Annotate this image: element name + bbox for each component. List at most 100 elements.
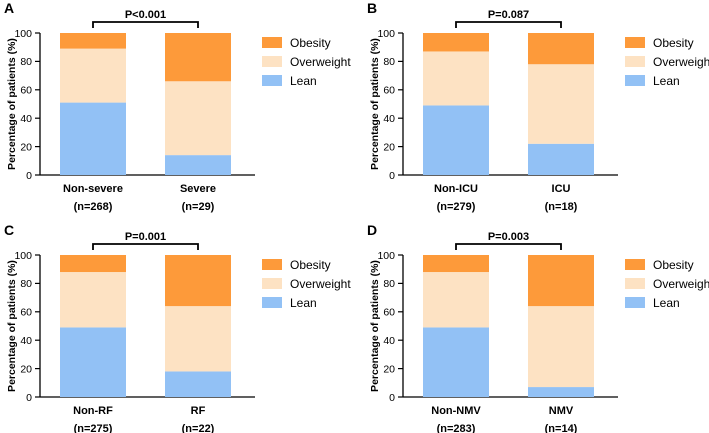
bar-segment-lean xyxy=(423,105,489,175)
y-tick-label: 80 xyxy=(20,278,32,290)
y-axis-label: Percentage of patients (%) xyxy=(6,38,18,170)
bar-segment-overweight xyxy=(423,272,489,328)
x-category-label: RF xyxy=(191,405,206,417)
y-tick-label: 0 xyxy=(389,392,395,404)
sample-size-label: (n=29) xyxy=(182,201,215,213)
legend-label-overweight: Overweight xyxy=(290,277,351,291)
bar-segment-obesity xyxy=(165,33,231,82)
legend-label-lean: Lean xyxy=(290,74,317,88)
legend-swatch-lean xyxy=(625,75,645,86)
bar-segment-overweight xyxy=(165,306,231,372)
significance-bracket xyxy=(455,243,562,250)
y-tick-label: 60 xyxy=(383,307,395,319)
y-tick-label: 80 xyxy=(383,56,395,68)
bar-segment-overweight xyxy=(165,81,231,156)
y-tick-label: 40 xyxy=(383,113,395,125)
y-tick-label: 0 xyxy=(26,170,32,182)
legend-swatch-lean xyxy=(625,297,645,308)
bar-segment-obesity xyxy=(60,255,126,273)
panel-letter: B xyxy=(367,0,377,16)
y-tick-label: 20 xyxy=(383,363,395,375)
panel-b: B Percentage of patients (%) 0 20 40 60 80 100 N… xyxy=(367,0,709,213)
bar-segment-lean xyxy=(423,327,489,397)
significance-bracket xyxy=(92,21,199,28)
sample-size-label: (n=22) xyxy=(182,423,215,433)
x-category-label: Non-severe xyxy=(63,183,123,195)
y-tick-label: 80 xyxy=(383,278,395,290)
panel-letter: C xyxy=(4,222,14,238)
y-tick-label: 100 xyxy=(377,250,395,262)
x-category-label: Non-ICU xyxy=(434,183,478,195)
y-tick-label: 80 xyxy=(20,56,32,68)
y-tick-label: 100 xyxy=(14,28,32,40)
panel-c: C Percentage of patients (%) 0 20 40 60 80 100 N… xyxy=(4,222,351,433)
y-tick-label: 0 xyxy=(389,170,395,182)
bar-segment-overweight xyxy=(60,272,126,328)
bar-segment-lean xyxy=(165,155,231,175)
bar-segment-obesity xyxy=(423,255,489,273)
legend-swatch-overweight xyxy=(262,56,282,67)
legend-label-obesity: Obesity xyxy=(290,258,331,272)
p-value-label: P<0.001 xyxy=(125,9,166,21)
legend-swatch-obesity xyxy=(262,37,282,48)
x-category-label: ICU xyxy=(552,183,571,195)
y-tick-label: 40 xyxy=(20,113,32,125)
bar-segment-obesity xyxy=(165,255,231,307)
bar-segment-obesity xyxy=(528,255,594,307)
sample-size-label: (n=18) xyxy=(545,201,578,213)
legend-label-lean: Lean xyxy=(653,296,680,310)
legend-swatch-overweight xyxy=(625,56,645,67)
y-axis-label: Percentage of patients (%) xyxy=(6,260,18,392)
legend-label-overweight: Overweight xyxy=(653,277,709,291)
sample-size-label: (n=283) xyxy=(437,423,476,433)
bar-segment-overweight xyxy=(423,51,489,106)
p-value-label: P=0.087 xyxy=(488,9,529,21)
panel-letter: A xyxy=(4,0,14,16)
bar-segment-overweight xyxy=(60,48,126,103)
legend-swatch-overweight xyxy=(262,278,282,289)
x-category-label: Non-RF xyxy=(73,405,113,417)
bar-segment-lean xyxy=(165,371,231,397)
y-tick-label: 40 xyxy=(20,335,32,347)
y-tick-label: 20 xyxy=(20,363,32,375)
panel-a: A Percentage of patients (%) 0 20 40 60 80 100 N… xyxy=(4,0,351,213)
significance-bracket xyxy=(92,243,199,250)
sample-size-label: (n=268) xyxy=(74,201,113,213)
significance-bracket xyxy=(455,21,562,28)
legend-swatch-obesity xyxy=(625,37,645,48)
legend-label-obesity: Obesity xyxy=(653,36,694,50)
y-tick-label: 40 xyxy=(383,335,395,347)
bar-segment-lean xyxy=(528,387,594,397)
legend-swatch-obesity xyxy=(625,259,645,270)
y-tick-label: 60 xyxy=(383,85,395,97)
bar-segment-obesity xyxy=(60,33,126,49)
sample-size-label: (n=275) xyxy=(74,423,113,433)
panel-letter: D xyxy=(367,222,377,238)
legend-swatch-obesity xyxy=(262,259,282,270)
x-category-label: Severe xyxy=(180,183,216,195)
bar-segment-obesity xyxy=(528,33,594,65)
sample-size-label: (n=14) xyxy=(545,423,578,433)
legend-label-overweight: Overweight xyxy=(290,55,351,69)
legend-label-obesity: Obesity xyxy=(653,258,694,272)
y-axis-label: Percentage of patients (%) xyxy=(369,260,381,392)
legend-swatch-lean xyxy=(262,75,282,86)
y-tick-label: 100 xyxy=(377,28,395,40)
p-value-label: P=0.001 xyxy=(125,231,166,243)
y-tick-label: 0 xyxy=(26,392,32,404)
bar-segment-overweight xyxy=(528,306,594,388)
panel-d: D Percentage of patients (%) 0 20 40 60 80 100 N… xyxy=(367,222,709,433)
bar-segment-obesity xyxy=(423,33,489,52)
sample-size-label: (n=279) xyxy=(437,201,476,213)
y-tick-label: 60 xyxy=(20,85,32,97)
x-category-label: Non-NMV xyxy=(431,405,481,417)
legend-label-lean: Lean xyxy=(290,296,317,310)
y-tick-label: 100 xyxy=(14,250,32,262)
y-tick-label: 60 xyxy=(20,307,32,319)
y-axis-label: Percentage of patients (%) xyxy=(369,38,381,170)
x-category-label: NMV xyxy=(549,405,574,417)
bar-segment-lean xyxy=(60,327,126,397)
y-tick-label: 20 xyxy=(20,141,32,153)
legend-label-lean: Lean xyxy=(653,74,680,88)
